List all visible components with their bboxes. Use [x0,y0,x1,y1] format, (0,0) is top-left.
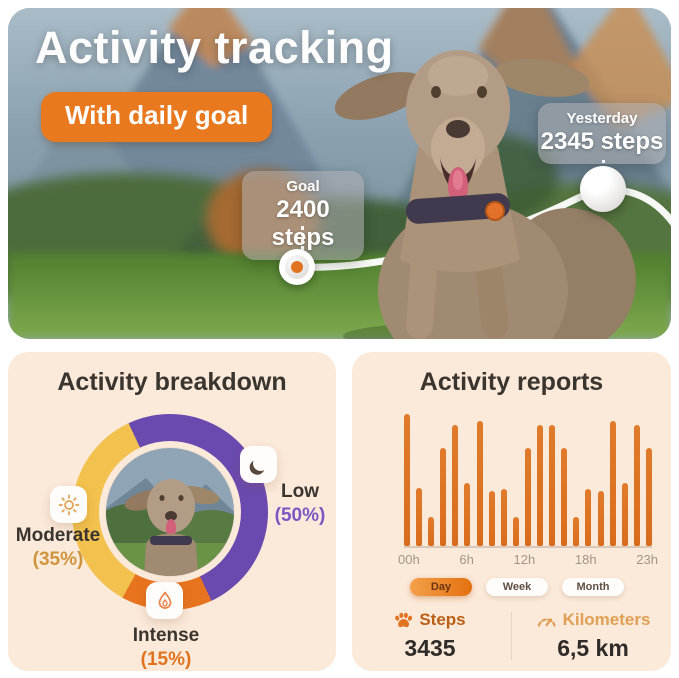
breakdown-title: Activity breakdown [57,368,287,396]
goal-marker-dot [291,261,303,273]
activity-bar [561,448,568,546]
tab-month[interactable]: Month [562,578,624,596]
hourly-bar-chart [404,410,652,548]
report-range-tabs: Day Week Month [410,578,624,596]
activity-bar [524,448,531,546]
activity-bar [597,491,604,546]
steps-label: Steps [419,610,466,629]
x-tick-label: 00h [398,552,420,567]
dog-illustration [334,50,636,339]
activity-bar [464,483,471,546]
activity-bar [440,448,447,546]
steps-stat: Steps 3435 [371,610,489,662]
yesterday-marker-node [580,166,626,212]
steps-value: 3435 [404,635,456,661]
hero-banner: Activity tracking With daily goal Goal 2… [8,8,671,339]
activity-bar [645,448,652,546]
intense-segment-label: Intense (15%) [132,625,200,670]
activity-bar [428,517,435,546]
goal-dotted-connector [301,226,304,250]
stats-row: Steps 3435 Kilometers 6,5 km [352,610,671,662]
low-segment-label: Low (50%) [274,481,326,526]
yesterday-callout-value: 2345 steps [540,128,664,155]
flame-icon [158,591,171,609]
goal-marker-ring [285,255,309,279]
activity-bar [404,414,410,546]
activity-bar [452,425,459,546]
activity-bar [621,483,628,546]
paw-icon [395,612,413,627]
yesterday-callout: Yesterday 2345 steps [538,103,666,164]
x-tick-label: 12h [513,552,536,567]
x-tick-label: 18h [574,552,597,567]
activity-bar [476,421,483,546]
moon-icon [252,454,270,472]
gauge-icon [537,618,556,627]
bar-chart-x-axis: 00h 6h 12h 18h 23h [398,552,658,567]
kilometers-stat: Kilometers 6,5 km [534,610,652,662]
activity-bar [416,488,423,546]
hero-title: Activity tracking [35,22,394,73]
reports-title: Activity reports [419,368,604,396]
donut-chart [72,414,268,610]
activity-bar [500,489,507,546]
tab-day[interactable]: Day [410,578,472,596]
goal-marker-node [279,249,315,285]
tab-week[interactable]: Week [486,578,548,596]
yesterday-callout-label: Yesterday [566,110,638,127]
activity-reports-card: Activity reports 00h 6h 12h 18h 23h Day Week… [352,352,671,671]
activity-bar [512,517,519,546]
intense-icon-box [146,582,183,619]
activity-bar [633,425,640,546]
low-icon-box [240,446,277,483]
kilometers-value: 6,5 km [557,635,629,661]
sun-icon [58,494,79,515]
activity-bar [488,491,495,546]
collar-tracker-device [485,201,505,221]
activity-bar [585,489,592,546]
kilometers-label: Kilometers [562,610,651,629]
activity-breakdown-card: Activity breakdown [8,352,336,671]
activity-bar [573,517,580,546]
goal-callout-label: Goal [286,178,320,195]
moderate-icon-box [50,486,87,523]
moderate-segment-label: Moderate (35%) [15,525,101,570]
activity-bar [549,425,556,546]
donut-center-dog-photo [106,448,234,576]
activity-bar [609,421,616,546]
x-tick-label: 6h [459,552,474,567]
x-tick-label: 23h [636,552,658,567]
stats-divider [511,612,512,660]
activity-bar [537,425,544,546]
daily-goal-badge: With daily goal [41,92,273,142]
